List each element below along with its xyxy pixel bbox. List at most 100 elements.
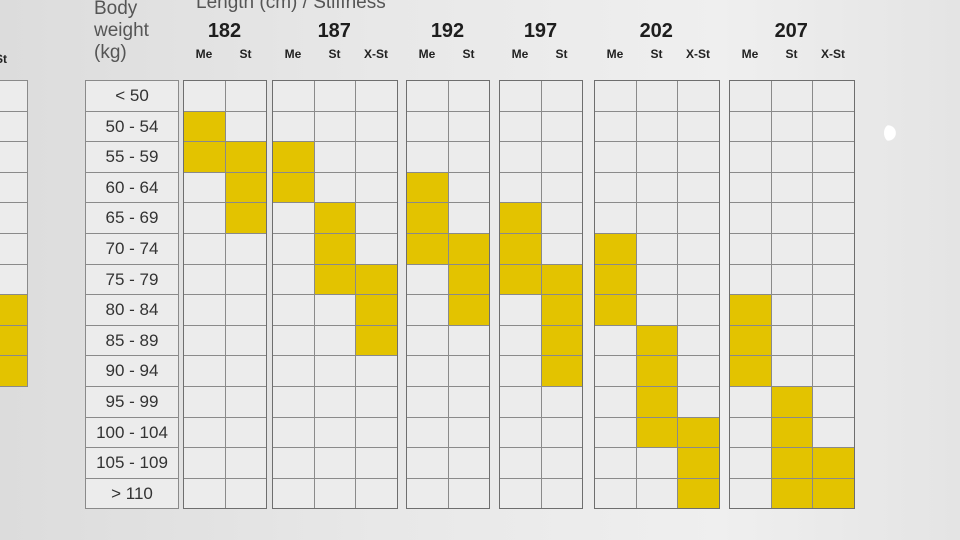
grid-cell <box>770 202 813 234</box>
body-weight-line-3: (kg) <box>94 42 127 63</box>
stiffness-label: Me <box>511 47 529 61</box>
stiffness-label: Me <box>195 47 213 61</box>
weight-label: 70 - 74 <box>85 233 179 265</box>
grid-cell <box>812 416 855 449</box>
grid-cell <box>183 355 226 387</box>
grid-cell <box>594 141 637 173</box>
grid-cell <box>812 110 855 143</box>
grid-cell <box>355 386 398 418</box>
weight-label: 65 - 69 <box>85 202 179 234</box>
weight-label: 75 - 79 <box>85 263 179 296</box>
grid-cell <box>499 355 542 387</box>
light-reflection <box>884 124 898 142</box>
recommended-cell <box>313 263 356 296</box>
partial-cell <box>0 263 28 296</box>
partial-cell <box>0 324 28 357</box>
recommended-cell <box>770 386 813 418</box>
partial-cell <box>0 355 28 387</box>
grid-cell <box>224 386 267 418</box>
grid-cell <box>313 447 356 479</box>
grid-cell <box>447 171 490 204</box>
weight-label: 80 - 84 <box>85 294 179 326</box>
grid-cell <box>406 263 449 296</box>
weight-label: < 50 <box>85 80 179 112</box>
recommended-cell <box>770 447 813 479</box>
grid-cell <box>812 355 855 387</box>
length-group-border <box>499 80 583 510</box>
grid-cell <box>540 386 583 418</box>
partial-stiffness-label: St <box>0 52 7 66</box>
recommended-cell <box>635 386 678 418</box>
recommended-cell <box>313 202 356 234</box>
length-group-border <box>406 80 490 510</box>
length-group-border <box>594 80 720 510</box>
grid-cell <box>635 202 678 234</box>
stiffness-label: St <box>328 47 341 61</box>
stiffness-label: Me <box>741 47 759 61</box>
grid-cell <box>540 171 583 204</box>
weight-label: 90 - 94 <box>85 355 179 387</box>
grid-cell <box>812 233 855 265</box>
partial-cell <box>0 110 28 143</box>
grid-cell <box>677 386 720 418</box>
grid-cell <box>447 355 490 387</box>
stiffness-label: X-St <box>364 47 388 61</box>
recommended-cell <box>355 263 398 296</box>
length-label: 197 <box>523 20 558 42</box>
grid-cell <box>635 477 678 510</box>
grid-cell <box>770 171 813 204</box>
stiffness-label: Me <box>284 47 302 61</box>
stiffness-label: St <box>239 47 252 61</box>
grid-cell <box>272 80 315 112</box>
stiffness-label: Me <box>606 47 624 61</box>
body-weight-header: Body weight (kg) <box>94 0 149 64</box>
body-weight-line-2: weight <box>94 20 149 41</box>
stiffness-label: St <box>462 47 475 61</box>
grid-cell <box>635 447 678 479</box>
recommended-cell <box>540 294 583 326</box>
weight-label: 60 - 64 <box>85 171 179 204</box>
grid-cell <box>224 80 267 112</box>
grid-cell <box>224 263 267 296</box>
recommended-cell <box>770 477 813 510</box>
body-weight-line-1: Body <box>94 0 138 19</box>
length-label: 192 <box>430 20 465 42</box>
partial-cell <box>0 202 28 234</box>
grid-cell <box>594 324 637 357</box>
grid-cell <box>272 477 315 510</box>
grid-cell <box>313 80 356 112</box>
grid-cell <box>183 416 226 449</box>
recommended-cell <box>635 416 678 449</box>
length-label: 207 <box>774 20 808 42</box>
grid-cell <box>729 110 772 143</box>
weight-label: 105 - 109 <box>85 447 179 479</box>
partial-cell <box>0 233 28 265</box>
grid-cell <box>770 141 813 173</box>
weight-label: 95 - 99 <box>85 386 179 418</box>
grid-cell <box>635 80 678 112</box>
grid-cell <box>447 141 490 173</box>
partial-cell <box>0 171 28 204</box>
grid-cell <box>313 477 356 510</box>
length-group-border <box>729 80 855 510</box>
recommended-cell <box>770 416 813 449</box>
recommended-cell <box>183 110 226 143</box>
length-group-border <box>183 80 267 510</box>
partial-cell <box>0 294 28 326</box>
grid-cell <box>272 110 315 143</box>
partial-cell <box>0 141 28 173</box>
grid-cell <box>677 171 720 204</box>
grid-cell <box>677 294 720 326</box>
recommended-cell <box>183 141 226 173</box>
length-label: 182 <box>207 20 242 42</box>
grid-cell <box>540 110 583 143</box>
grid-cell <box>447 202 490 234</box>
length-label: 202 <box>639 20 673 42</box>
recommended-cell <box>594 233 637 265</box>
stiffness-label: St <box>785 47 798 61</box>
grid-cell <box>272 263 315 296</box>
grid-cell <box>499 447 542 479</box>
recommended-cell <box>447 294 490 326</box>
recommended-cell <box>729 324 772 357</box>
stiffness-label: X-St <box>686 47 710 61</box>
